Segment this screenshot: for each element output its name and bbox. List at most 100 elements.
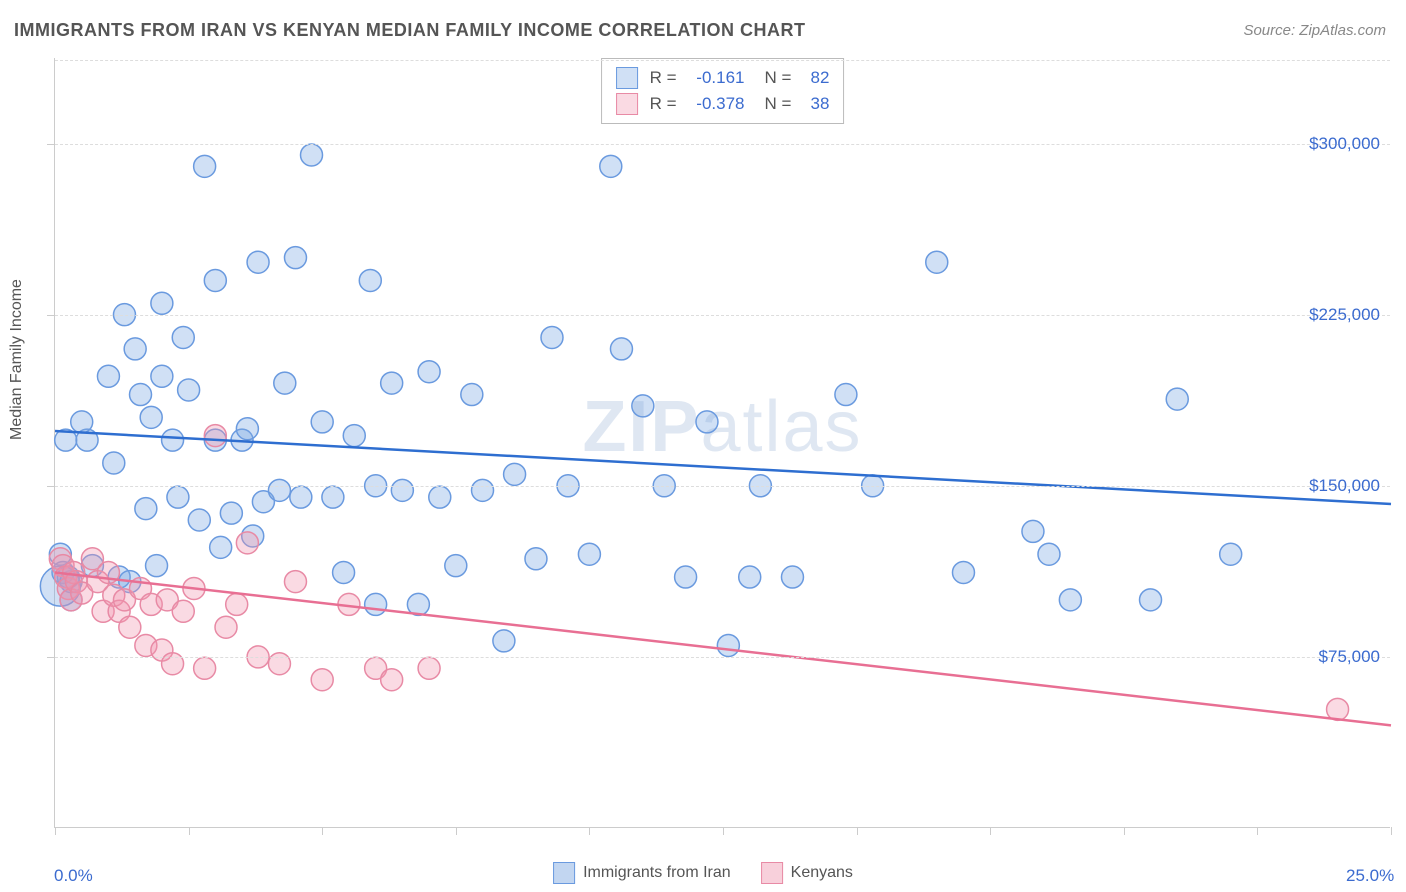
- data-point: [151, 292, 173, 314]
- data-point: [675, 566, 697, 588]
- y-axis-label: Median Family Income: [8, 279, 26, 440]
- legend-swatch: [761, 862, 783, 884]
- legend-item: Immigrants from Iran: [553, 862, 731, 884]
- data-point: [952, 561, 974, 583]
- x-tick: [55, 827, 56, 835]
- data-point: [418, 657, 440, 679]
- plot-area: ZIPatlas R =-0.161N =82R =-0.378N =38 $7…: [54, 58, 1390, 828]
- data-point: [365, 593, 387, 615]
- data-point: [146, 555, 168, 577]
- data-point: [359, 269, 381, 291]
- data-point: [1022, 520, 1044, 542]
- y-tick-label: $300,000: [1309, 134, 1380, 154]
- data-point: [236, 532, 258, 554]
- data-point: [178, 379, 200, 401]
- x-tick: [189, 827, 190, 835]
- y-tick-label: $225,000: [1309, 305, 1380, 325]
- y-tick: [47, 486, 55, 487]
- data-point: [578, 543, 600, 565]
- data-point: [284, 571, 306, 593]
- y-tick: [47, 144, 55, 145]
- data-point: [226, 593, 248, 615]
- data-point: [493, 630, 515, 652]
- data-point: [151, 365, 173, 387]
- gridline: [55, 486, 1390, 487]
- gridline: [55, 60, 1390, 61]
- data-point: [167, 486, 189, 508]
- data-point: [236, 418, 258, 440]
- data-point: [274, 372, 296, 394]
- regression-line: [55, 431, 1391, 504]
- data-point: [1220, 543, 1242, 565]
- y-tick-label: $75,000: [1319, 647, 1380, 667]
- data-point: [418, 361, 440, 383]
- data-point: [717, 634, 739, 656]
- data-point: [210, 536, 232, 558]
- data-point: [290, 486, 312, 508]
- data-point: [381, 372, 403, 394]
- y-tick: [47, 657, 55, 658]
- data-point: [525, 548, 547, 570]
- data-point: [204, 269, 226, 291]
- data-point: [541, 326, 563, 348]
- y-tick-label: $150,000: [1309, 476, 1380, 496]
- data-point: [472, 479, 494, 501]
- data-point: [835, 384, 857, 406]
- data-point: [696, 411, 718, 433]
- x-tick: [589, 827, 590, 835]
- data-point: [632, 395, 654, 417]
- data-point: [135, 498, 157, 520]
- x-tick: [1391, 827, 1392, 835]
- legend-swatch: [553, 862, 575, 884]
- chart-title: IMMIGRANTS FROM IRAN VS KENYAN MEDIAN FA…: [14, 20, 806, 41]
- x-axis-label: 0.0%: [54, 866, 93, 886]
- data-point: [311, 669, 333, 691]
- data-point: [172, 326, 194, 348]
- data-point: [445, 555, 467, 577]
- data-point: [124, 338, 146, 360]
- legend-label: Kenyans: [791, 864, 853, 882]
- x-tick: [1124, 827, 1125, 835]
- data-point: [1327, 698, 1349, 720]
- gridline: [55, 657, 1390, 658]
- data-point: [429, 486, 451, 508]
- x-tick: [857, 827, 858, 835]
- x-axis-label: 25.0%: [1346, 866, 1394, 886]
- bottom-legend: Immigrants from Iran Kenyans: [553, 862, 853, 884]
- data-point: [322, 486, 344, 508]
- data-point: [188, 509, 210, 531]
- gridline: [55, 315, 1390, 316]
- x-tick: [456, 827, 457, 835]
- data-point: [461, 384, 483, 406]
- legend-item: Kenyans: [761, 862, 853, 884]
- data-point: [71, 411, 93, 433]
- data-point: [103, 452, 125, 474]
- data-point: [301, 144, 323, 166]
- data-point: [268, 479, 290, 501]
- data-point: [140, 406, 162, 428]
- gridline: [55, 144, 1390, 145]
- y-tick: [47, 315, 55, 316]
- source-attribution: Source: ZipAtlas.com: [1243, 22, 1386, 39]
- data-point: [204, 425, 226, 447]
- scatter-plot-svg: [55, 58, 1390, 827]
- x-tick: [322, 827, 323, 835]
- data-point: [130, 384, 152, 406]
- data-point: [119, 616, 141, 638]
- data-point: [381, 669, 403, 691]
- x-tick: [990, 827, 991, 835]
- data-point: [610, 338, 632, 360]
- data-point: [162, 429, 184, 451]
- data-point: [220, 502, 242, 524]
- data-point: [1038, 543, 1060, 565]
- data-point: [247, 251, 269, 273]
- data-point: [1140, 589, 1162, 611]
- legend-label: Immigrants from Iran: [583, 864, 731, 882]
- data-point: [215, 616, 237, 638]
- data-point: [333, 561, 355, 583]
- x-tick: [723, 827, 724, 835]
- data-point: [194, 155, 216, 177]
- data-point: [926, 251, 948, 273]
- data-point: [284, 247, 306, 269]
- data-point: [504, 463, 526, 485]
